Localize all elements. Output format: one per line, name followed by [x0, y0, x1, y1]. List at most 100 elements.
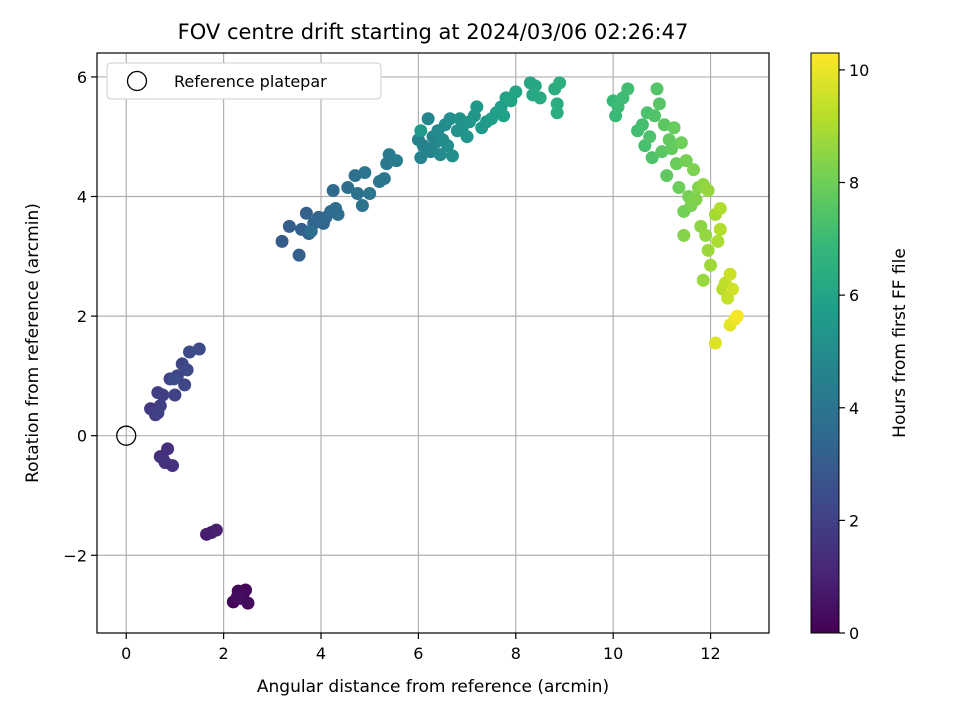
data-point [377, 172, 391, 186]
data-point [209, 523, 223, 537]
colorbar-label: Hours from first FF file [890, 248, 910, 438]
data-point [660, 169, 674, 183]
reference-marker-group [116, 425, 137, 446]
x-tick-label: 10 [603, 644, 623, 663]
y-tick-label: 4 [77, 188, 87, 207]
data-point [445, 149, 459, 163]
x-axis-label: Angular distance from reference (arcmin) [257, 677, 609, 697]
data-point [650, 82, 664, 96]
x-tick-label: 2 [219, 644, 229, 663]
data-points [144, 76, 744, 610]
data-point [687, 163, 701, 177]
plot-frame [96, 52, 770, 634]
data-point [509, 85, 523, 99]
data-point [635, 118, 649, 132]
data-point [730, 309, 744, 323]
data-point [497, 109, 511, 123]
data-point [667, 121, 681, 135]
colorbar-tick-label: 6 [849, 286, 859, 305]
data-point [192, 342, 206, 356]
x-tick-label: 6 [413, 644, 423, 663]
data-point [241, 596, 255, 610]
data-point [414, 151, 428, 165]
x-tick-label: 4 [316, 644, 326, 663]
data-point [725, 282, 739, 296]
colorbar-tick-label: 8 [849, 174, 859, 193]
data-point [677, 228, 691, 242]
colorbar-gradient [810, 52, 840, 634]
data-point [652, 97, 666, 111]
data-point [713, 201, 727, 215]
data-point [723, 267, 737, 281]
data-point [674, 136, 688, 150]
x-axis-ticks: 0 2 4 6 8 10 12 [121, 633, 721, 663]
colorbar-tick-label: 4 [849, 399, 859, 418]
legend-label: Reference platepar [174, 72, 327, 91]
data-point [282, 219, 296, 233]
data-point [460, 130, 474, 144]
colorbar-tick-label: 10 [849, 61, 869, 80]
data-point [699, 228, 713, 242]
plot-area: 0 2 4 6 8 10 12 −2 0 2 4 6 [63, 52, 770, 663]
data-point [165, 459, 179, 473]
data-point [358, 166, 372, 180]
data-point [167, 372, 181, 386]
y-tick-label: 0 [77, 427, 87, 446]
data-point [679, 154, 693, 168]
data-point [230, 590, 244, 604]
data-point [161, 442, 175, 456]
y-tick-label: 6 [77, 68, 87, 87]
reference-platepar-marker [116, 425, 137, 446]
data-point [168, 388, 182, 402]
data-point [470, 100, 484, 114]
data-point [180, 363, 194, 377]
data-point [433, 148, 447, 162]
y-axis-ticks: −2 0 2 4 6 [63, 68, 97, 565]
data-point [421, 112, 435, 126]
legend-box [106, 62, 382, 100]
data-point [704, 258, 718, 272]
data-point [389, 154, 403, 168]
data-point [363, 187, 377, 201]
data-point [156, 388, 170, 402]
data-point [151, 406, 165, 420]
data-point [672, 181, 686, 195]
data-point [713, 222, 727, 236]
y-axis-label: Rotation from reference (arcmin) [23, 203, 43, 483]
data-point [553, 76, 567, 90]
data-point [178, 378, 192, 392]
data-point [443, 112, 457, 126]
data-point [355, 198, 369, 212]
data-point [292, 248, 306, 262]
data-point [701, 243, 715, 257]
legend-marker-circle [126, 70, 148, 92]
grid-lines [97, 53, 769, 633]
data-point [331, 207, 345, 221]
data-point [708, 336, 722, 350]
data-point [689, 192, 703, 206]
data-point [528, 79, 542, 93]
data-point [533, 91, 547, 105]
data-point [621, 82, 635, 96]
data-point [326, 184, 340, 198]
colorbar: 0 2 4 6 8 10 Hours from first FF file [810, 52, 910, 643]
data-point [304, 224, 318, 238]
data-point [701, 184, 715, 198]
data-point [414, 124, 428, 138]
data-point [550, 97, 564, 111]
data-point [299, 206, 313, 220]
data-point [645, 151, 659, 165]
data-point [665, 142, 679, 156]
colorbar-ticks: 0 2 4 6 8 10 [839, 61, 869, 643]
x-tick-label: 8 [511, 644, 521, 663]
chart-title: FOV centre drift starting at 2024/03/06 … [178, 20, 689, 44]
y-tick-label: 2 [77, 307, 87, 326]
data-point [711, 234, 725, 248]
data-point [341, 181, 355, 195]
data-point [156, 451, 170, 465]
x-tick-label: 0 [121, 644, 131, 663]
data-point [550, 106, 564, 120]
y-tick-label: −2 [63, 546, 87, 565]
data-point [351, 187, 365, 201]
